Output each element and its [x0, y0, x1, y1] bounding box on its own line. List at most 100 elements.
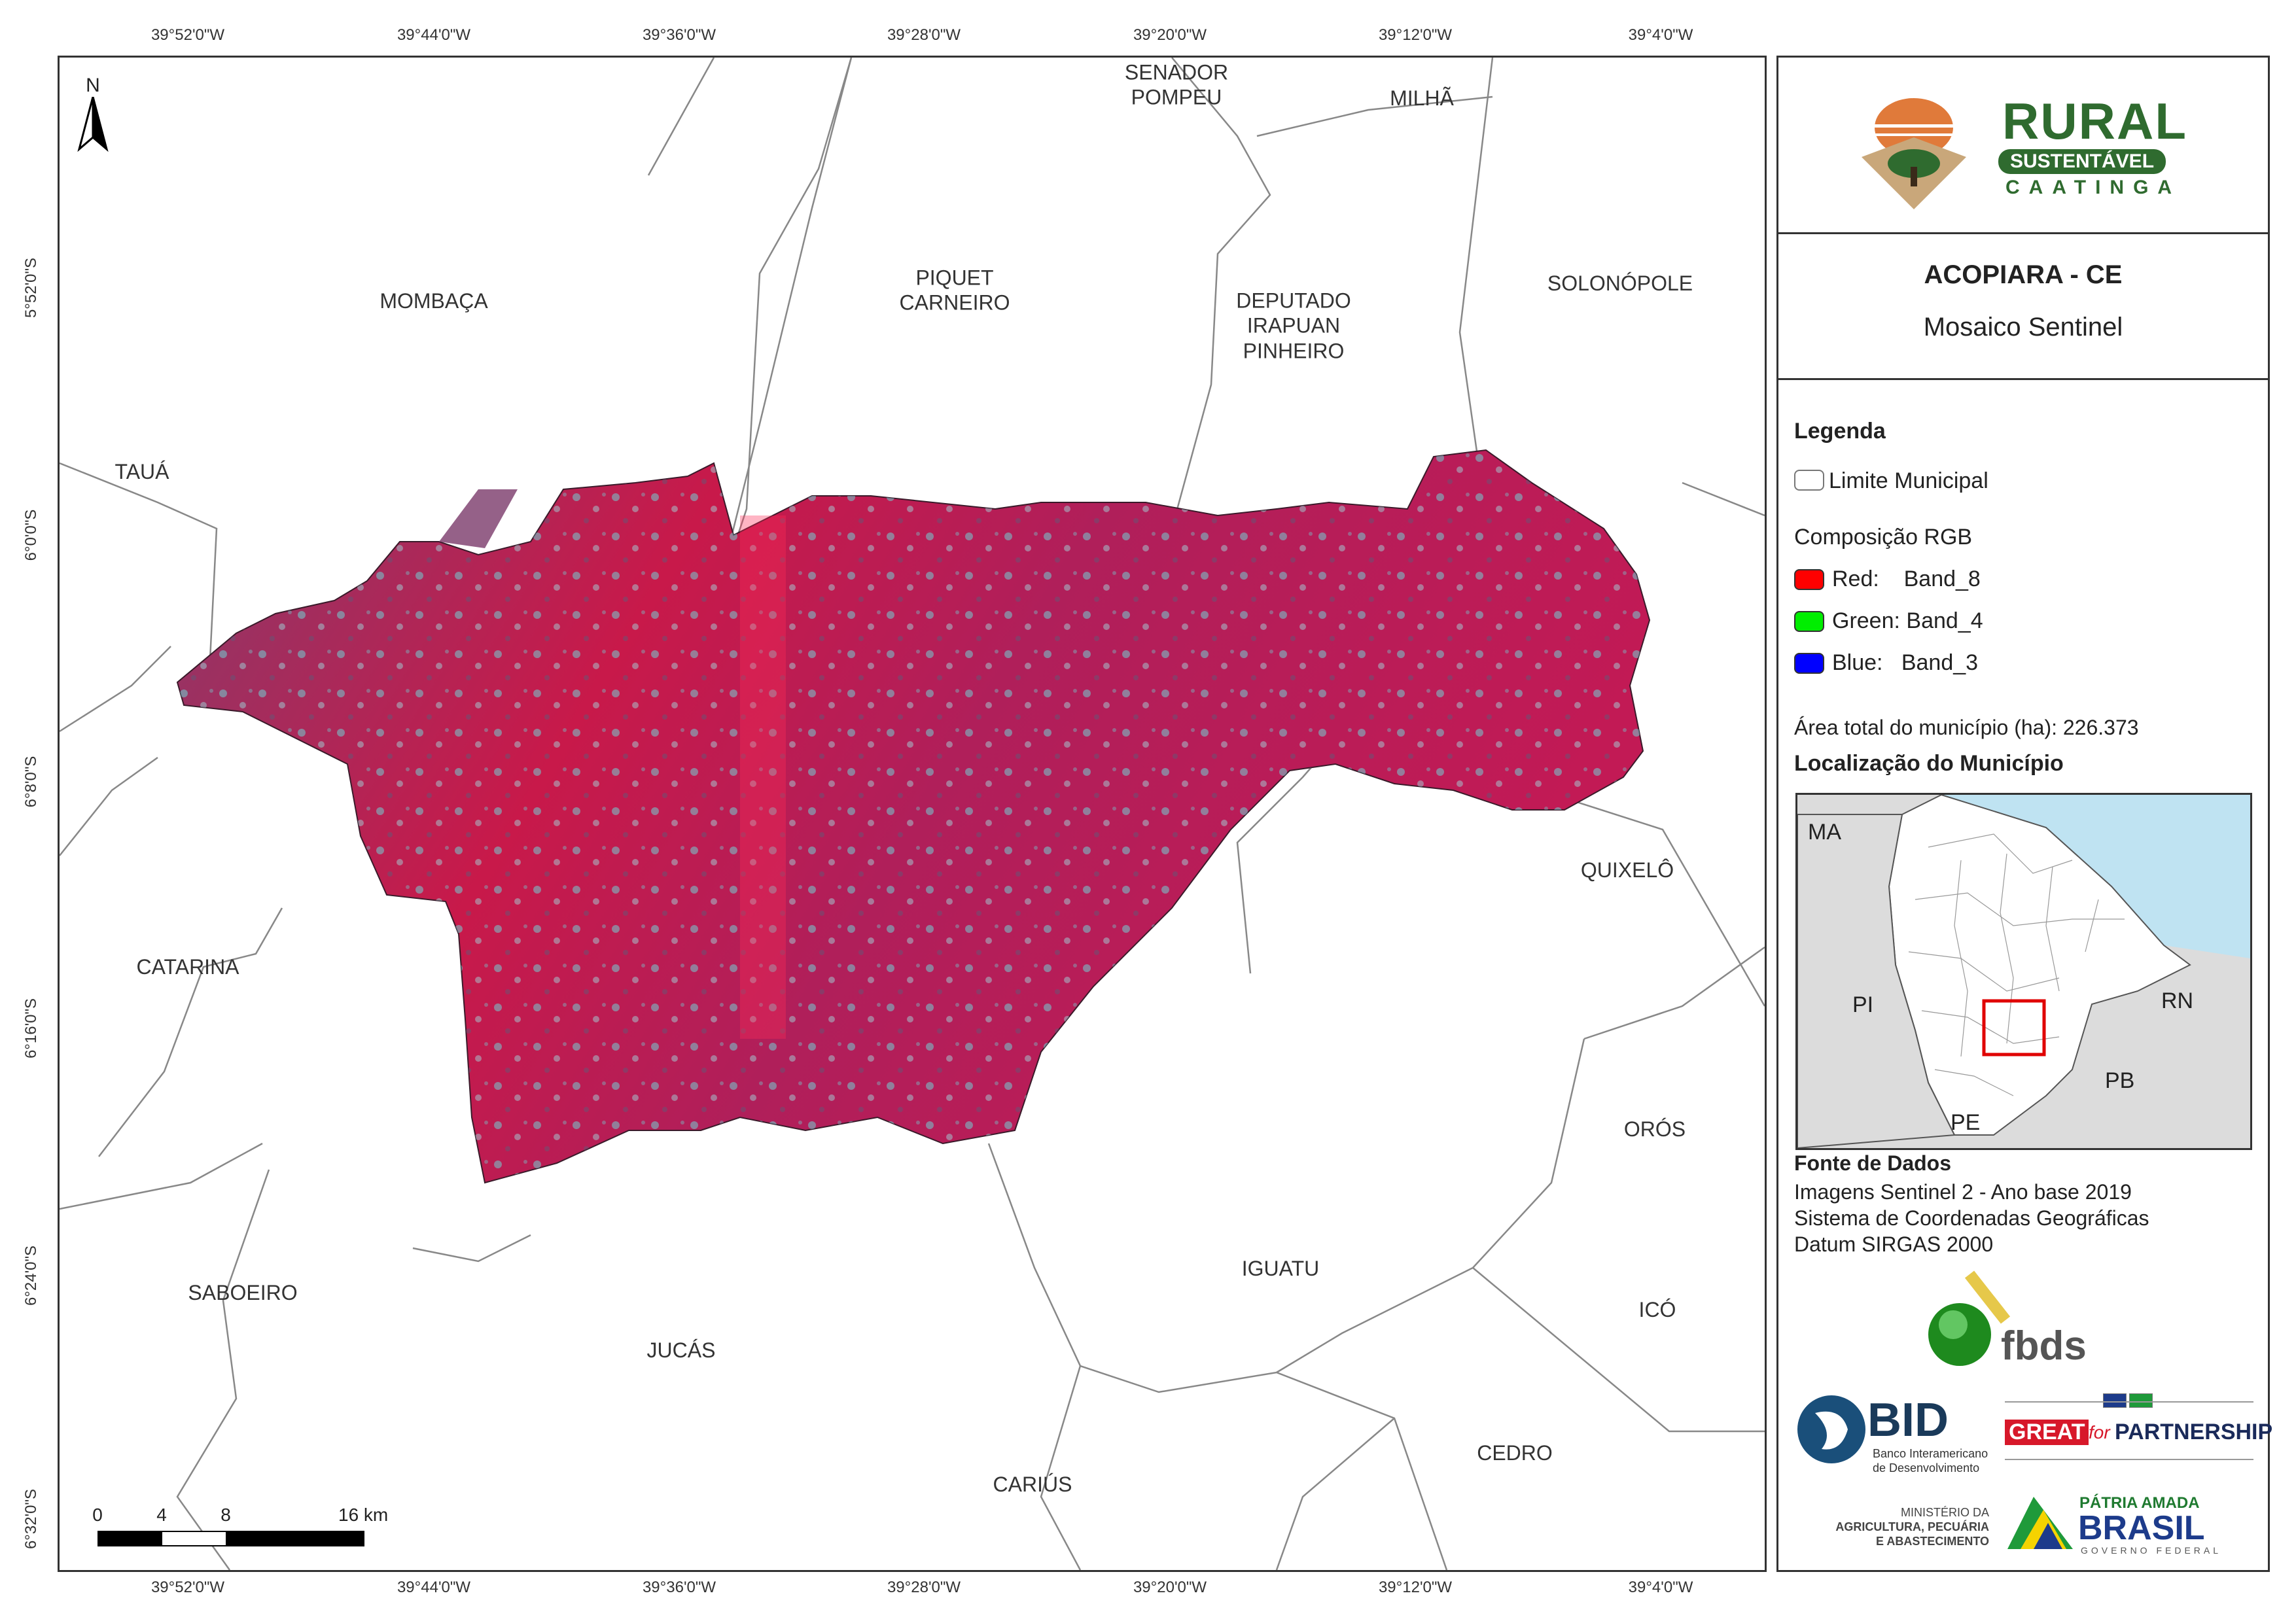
scale-label-4: 4	[156, 1505, 167, 1525]
muni-senador-pompeu: SENADOR POMPEU	[1124, 60, 1229, 109]
muni-carius: CARIÚS	[993, 1472, 1072, 1496]
coord-top-6: 39°12'0"W	[1378, 26, 1453, 44]
logo-rural: RURAL	[2002, 92, 2187, 150]
muni-oros: ORÓS	[1623, 1117, 1686, 1141]
bid-sub-1: Banco Interamericano	[1873, 1447, 1988, 1460]
north-label: N	[86, 75, 100, 96]
map-title: ACOPIARA - CE	[1924, 260, 2123, 289]
rgb-title: Composição RGB	[1794, 525, 1973, 550]
sources-title: Fonte de Dados	[1794, 1151, 1952, 1175]
brasil-line-2: BRASIL	[2078, 1509, 2205, 1547]
inset-label-pb: PB	[2105, 1068, 2135, 1093]
coord-top-5: 39°20'0"W	[1133, 26, 1207, 44]
coord-bottom-4: 39°28'0"W	[887, 1579, 961, 1596]
brasil-emblem-icon	[2007, 1497, 2073, 1549]
coord-bottom-5: 39°20'0"W	[1133, 1579, 1207, 1596]
muni-saboeiro: SABOEIRO	[188, 1280, 298, 1304]
map-canvas	[60, 58, 1765, 1570]
great-for: for	[2089, 1422, 2110, 1442]
red-band-label: Red: Band_8	[1832, 567, 1981, 591]
area-text: Área total do município (ha): 226.373	[1794, 716, 2139, 739]
legend-panel	[1776, 56, 2270, 1572]
bid-sub-2: de Desenvolvimento	[1873, 1461, 1980, 1475]
limit-swatch	[1794, 470, 1824, 491]
inset-label-pe: PE	[1951, 1110, 1981, 1135]
bid-emblem-icon	[1797, 1395, 1865, 1463]
logo-emblem-icon	[1862, 98, 1966, 209]
ministerio-line-2: AGRICULTURA, PECUÁRIA	[1835, 1520, 1989, 1533]
coord-bottom-1: 39°52'0"W	[150, 1579, 225, 1596]
green-band-label: Green: Band_4	[1832, 608, 1983, 633]
muni-ico: ICÓ	[1638, 1297, 1676, 1321]
muni-jucas: JUCÁS	[646, 1338, 716, 1362]
inset-label-pi: PI	[1852, 992, 1874, 1017]
map-frame: N SENADOR POMPEU MILHÃ MOMBAÇA PIQUET CA…	[58, 56, 1767, 1572]
ministerio-line-1: MINISTÉRIO DA	[1900, 1506, 1989, 1519]
location-title: Localização do Município	[1794, 751, 2064, 776]
scale-label-8: 8	[221, 1505, 231, 1525]
muni-iguatu: IGUATU	[1241, 1256, 1320, 1280]
rural-sustentavel-logo: RURAL SUSTENTÁVEL CAATINGA	[1858, 92, 2199, 216]
fbds-text: fbds	[2001, 1323, 2087, 1369]
great-partnership: PARTNERSHIP	[2115, 1420, 2273, 1444]
coord-left-1: 5°52'0"S	[22, 257, 40, 319]
coord-top-4: 39°28'0"W	[887, 26, 961, 44]
fbds-logo: fbds	[1924, 1269, 2094, 1374]
coord-left-3: 6°8'0"S	[22, 756, 40, 808]
muni-taua: TAUÁ	[115, 459, 169, 483]
uk-flag-icon	[2103, 1393, 2127, 1408]
panel-divider-2	[1778, 378, 2268, 380]
north-arrow: N	[77, 75, 116, 153]
muni-mombaca: MOMBAÇA	[380, 288, 488, 313]
coord-left-6: 6°32'0"S	[22, 1488, 40, 1550]
muni-milha: MILHÃ	[1390, 86, 1454, 110]
inset-map-canvas	[1797, 795, 2250, 1148]
limit-label: Limite Municipal	[1829, 468, 1988, 493]
coord-top-3: 39°36'0"W	[642, 26, 716, 44]
great-partnership-logo: GREAT for PARTNERSHIP	[2005, 1393, 2272, 1465]
map-subtitle: Mosaico Sentinel	[1923, 313, 2123, 341]
bid-name: BID	[1867, 1394, 1949, 1446]
coord-top-1: 39°52'0"W	[150, 26, 225, 44]
inset-label-ma: MA	[1808, 820, 1841, 845]
scale-label-0: 0	[92, 1505, 103, 1525]
red-swatch	[1794, 569, 1824, 590]
muni-deputado-irapuan-pinheiro: DEPUTADO IRAPUAN PINHEIRO	[1236, 288, 1351, 363]
coord-bottom-3: 39°36'0"W	[642, 1579, 716, 1596]
muni-piquet-carneiro: PIQUET CARNEIRO	[899, 266, 1010, 315]
logo-sustentavel: SUSTENTÁVEL	[1998, 149, 2166, 174]
muni-catarina: CATARINA	[136, 954, 239, 979]
logo-caatinga: CAATINGA	[2005, 177, 2181, 198]
coord-top-7: 39°4'0"W	[1628, 26, 1693, 44]
brazil-flag-icon	[2129, 1393, 2153, 1408]
scale-label-16: 16 km	[338, 1505, 389, 1525]
muni-cedro: CEDRO	[1477, 1440, 1553, 1465]
blue-swatch	[1794, 653, 1824, 674]
inset-label-rn: RN	[2161, 988, 2194, 1013]
muni-solonopole: SOLONÓPOLE	[1547, 271, 1693, 295]
fbds-emblem-icon	[1928, 1270, 2011, 1366]
legend-title: Legenda	[1794, 419, 1886, 444]
great-word: GREAT	[2005, 1420, 2089, 1445]
coord-top-2: 39°44'0"W	[397, 26, 471, 44]
coord-bottom-6: 39°12'0"W	[1378, 1579, 1453, 1596]
north-arrow-icon	[77, 97, 109, 152]
coord-left-5: 6°24'0"S	[22, 1245, 40, 1306]
flags	[2103, 1393, 2155, 1408]
coord-bottom-2: 39°44'0"W	[397, 1579, 471, 1596]
coord-left-4: 6°16'0"S	[22, 998, 40, 1059]
brasil-logo: PÁTRIA AMADA BRASIL GOVERNO FEDERAL	[2007, 1494, 2218, 1560]
muni-quixelo: QUIXELÔ	[1580, 858, 1674, 882]
coord-left-2: 6°0'0"S	[22, 509, 40, 561]
panel-divider-1	[1778, 232, 2268, 234]
blue-band-label: Blue: Band_3	[1832, 650, 1979, 675]
scale-segments	[97, 1531, 364, 1546]
source-line-3: Datum SIRGAS 2000	[1794, 1232, 1994, 1256]
inset-map: MA PI RN PB PE	[1795, 793, 2252, 1150]
green-swatch	[1794, 611, 1824, 632]
source-line-1: Imagens Sentinel 2 - Ano base 2019	[1794, 1180, 2132, 1204]
scale-bar: 0 4 8 16 km	[83, 1505, 388, 1550]
brasil-line-3: GOVERNO FEDERAL	[2081, 1545, 2222, 1556]
brasil-line-1: PÁTRIA AMADA	[2079, 1494, 2200, 1512]
source-line-2: Sistema de Coordenadas Geográficas	[1794, 1206, 2149, 1230]
